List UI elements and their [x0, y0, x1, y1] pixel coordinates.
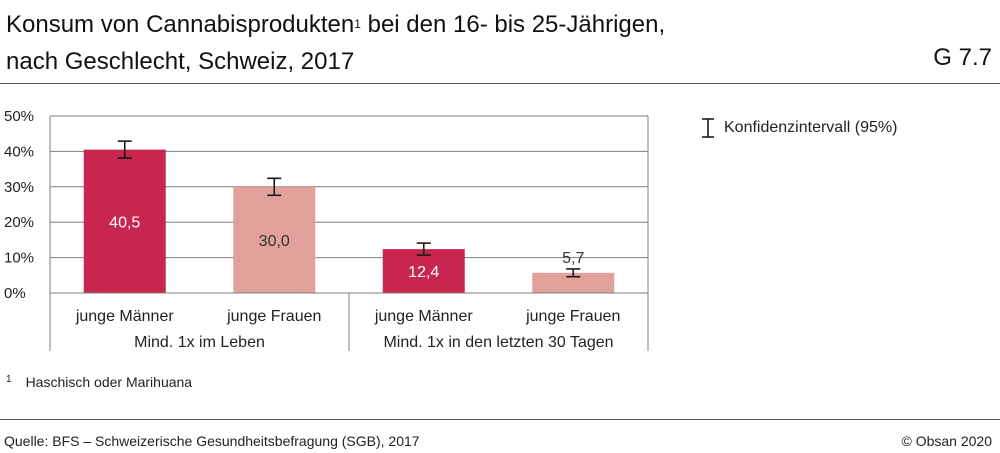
x-tick-label: junge Männer [374, 308, 474, 325]
title-line1-a: Konsum von Cannabisprodukten [6, 11, 355, 38]
axes: 0% 10% 20% 30% 40% 50% junge Männer junge Fraue… [4, 108, 649, 351]
source-note: Quelle: BFS – Schweizerische Gesundheits… [4, 433, 420, 449]
y-tick-label: 10% [4, 250, 34, 267]
title-line2: nach Geschlecht, Schweiz, 2017 [6, 48, 355, 75]
data-label: 30,0 [259, 233, 290, 250]
footnote: 1 Haschisch oder Marihuana [6, 374, 192, 390]
bar [83, 149, 166, 293]
data-label: 12,4 [408, 264, 439, 281]
y-tick-label: 0% [4, 285, 26, 302]
title-line1-b: bei den 16- bis 25-Jährigen, [360, 11, 666, 38]
x-tick-label: junge Männer [75, 308, 175, 325]
bar [382, 249, 465, 293]
bar [532, 272, 615, 293]
x-tick-label: junge Frauen [525, 308, 620, 325]
legend: Konfidenzintervall (95%) [700, 117, 897, 139]
y-tick-label: 30% [4, 179, 34, 196]
bars: 40,5 30,0 12,4 5,7 [83, 140, 615, 293]
bottom-rule [0, 419, 1000, 420]
y-tick-label: 20% [4, 214, 34, 231]
footnote-mark: 1 [6, 374, 12, 385]
data-label: 5,7 [562, 250, 584, 267]
group-label: Mind. 1x in den letzten 30 Tagen [383, 334, 613, 351]
chart-title: Konsum von Cannabisprodukten1 bei den 16… [6, 8, 806, 78]
group-label: Mind. 1x im Leben [134, 334, 265, 351]
x-tick-label: junge Frauen [226, 308, 321, 325]
footnote-text: Haschisch oder Marihuana [25, 374, 193, 390]
copyright: © Obsan 2020 [901, 433, 993, 449]
top-rule [0, 83, 1000, 84]
error-bar [416, 242, 431, 256]
error-bar [267, 177, 282, 197]
bar [233, 186, 316, 293]
error-bar [117, 140, 132, 159]
confidence-interval-icon [702, 118, 714, 138]
legend-label: Konfidenzintervall (95%) [724, 119, 898, 136]
y-tick-label: 40% [4, 143, 34, 160]
bar-chart: 40,5 30,0 12,4 5,7 0% 10% 20% 30% 40% 50% junge M… [4, 108, 649, 351]
y-tick-label: 50% [4, 108, 34, 125]
title-footnote-mark: 1 [354, 17, 361, 31]
data-label: 40,5 [109, 214, 140, 231]
graphic-number: G 7.7 [933, 44, 992, 71]
error-bar [566, 268, 581, 278]
